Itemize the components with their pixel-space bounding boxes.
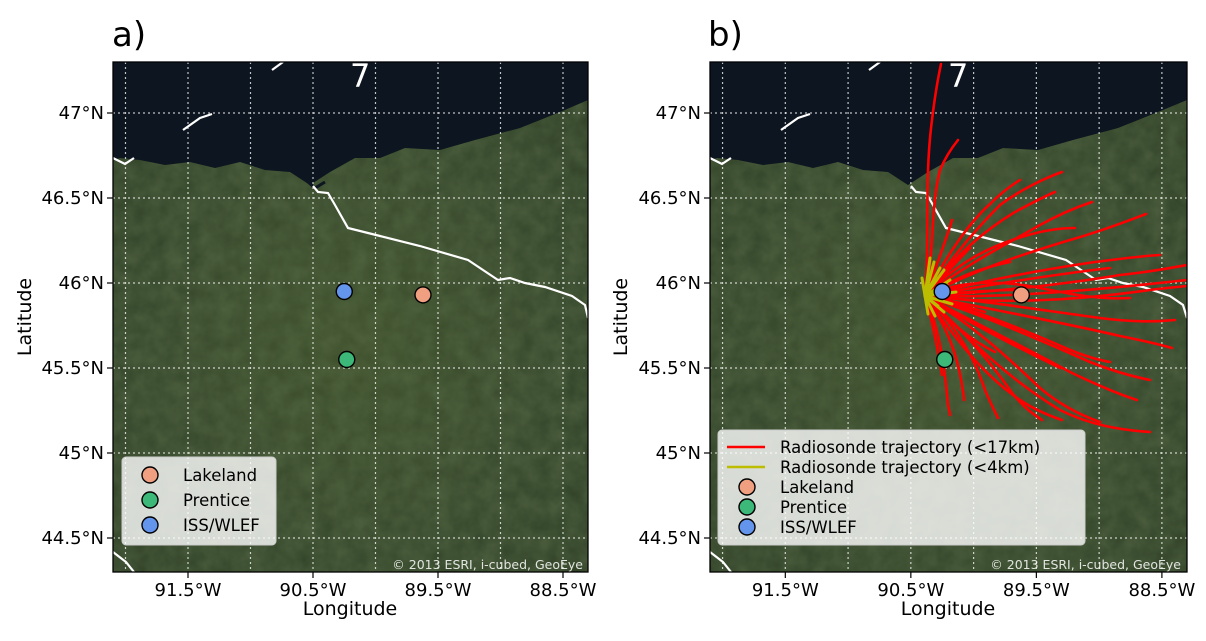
y-tick-label: 47°N (656, 103, 701, 124)
legend-line-label: Radiosonde trajectory (<17km) (780, 438, 1040, 457)
panel-b-label: b) (708, 15, 743, 55)
legend-item-label: Prentice (780, 498, 847, 517)
site-marker-prentice (338, 350, 356, 369)
legend-marker (141, 466, 159, 484)
panel-a-label: a) (112, 15, 146, 55)
legend-item-label: Lakeland (183, 466, 257, 485)
y-tick-label: 44.5°N (41, 528, 104, 549)
x-tick-label: 90.5°W (877, 580, 944, 601)
panel-a-basemap: 7 © 2013 ESRI, i-cubed, GeoEye (113, 57, 588, 572)
x-tick-label: 89.5°W (1003, 580, 1070, 601)
highway-shield-label: 7 (948, 57, 968, 95)
legend-item-label: Lakeland (780, 478, 854, 497)
y-tick-label: 45°N (59, 443, 104, 464)
y-tick-label: 46.5°N (41, 188, 104, 209)
panel-a-gridlines (113, 62, 588, 572)
panel-a-frame (112, 61, 589, 573)
panel-b-frame (709, 61, 1188, 573)
x-tick-label: 90.5°W (280, 580, 347, 601)
x-tick-label: 88.5°W (1128, 580, 1195, 601)
panel-b-sites (933, 282, 1031, 369)
panel-a-credit: © 2013 ESRI, i-cubed, GeoEye (392, 557, 583, 572)
y-tick-label: 46.5°N (638, 188, 701, 209)
legend-item-label: ISS/WLEF (183, 516, 260, 535)
highway-shield-label: 7 (350, 57, 370, 95)
radiosonde-trajectories-4km (920, 256, 958, 318)
site-marker-prentice (936, 350, 954, 369)
y-tick-label: 45°N (656, 443, 701, 464)
site-marker-iss-wlef (933, 282, 951, 301)
legend-marker (141, 516, 159, 534)
panel-b-ticks: 91.5°W 90.5°W 89.5°W 88.5°W 47°N 46.5°N 46°N 45… (638, 103, 1195, 601)
legend-item-label: ISS/WLEF (780, 518, 857, 537)
panel-b-ylabel: Latitude (610, 278, 632, 356)
panel-a-legend: Lakeland Prentice ISS/WLEF (121, 456, 277, 546)
site-marker-lakeland (1012, 286, 1031, 304)
y-tick-label: 47°N (59, 103, 104, 124)
x-tick-label: 91.5°W (155, 580, 222, 601)
lake-superior (710, 62, 1187, 185)
panel-a-xlabel: Longitude (303, 598, 398, 620)
legend-marker (141, 491, 159, 509)
y-tick-label: 45.5°N (638, 358, 701, 379)
site-marker-lakeland (414, 286, 432, 304)
x-tick-label: 88.5°W (530, 580, 597, 601)
panel-b-xlabel: Longitude (901, 598, 996, 620)
legend-marker (738, 498, 756, 516)
legend-marker (738, 478, 756, 496)
panel-a-ylabel: Latitude (14, 278, 36, 356)
radiosonde-trajectories-17km (923, 62, 1187, 434)
panel-a-ticks: 91.5°W 90.5°W 89.5°W 88.5°W 47°N 46.5°N 46°N 45… (41, 103, 596, 601)
panel-b: b) 7 (610, 15, 1196, 620)
legend-item-label: Prentice (183, 491, 250, 510)
legend-line-label: Radiosonde trajectory (<4km) (780, 458, 1030, 477)
site-marker-iss-wlef (335, 282, 353, 301)
lake-superior (113, 62, 588, 185)
x-tick-label: 91.5°W (752, 580, 819, 601)
panel-b-legend: Radiosonde trajectory (<17km)Radiosonde … (717, 429, 1086, 546)
y-tick-label: 46°N (656, 273, 701, 294)
panel-a-sites (335, 282, 432, 369)
legend-marker (738, 518, 756, 536)
y-tick-label: 45.5°N (41, 358, 104, 379)
x-tick-label: 89.5°W (405, 580, 472, 601)
panel-a: a) 7 © 2013 ESRI, i-cubed, GeoEye 91.5°W… (14, 15, 597, 620)
panel-b-basemap: 7 (710, 57, 1187, 572)
y-tick-label: 46°N (59, 273, 104, 294)
panel-b-credit: © 2013 ESRI, i-cubed, GeoEye (990, 557, 1181, 572)
y-tick-label: 44.5°N (638, 528, 701, 549)
